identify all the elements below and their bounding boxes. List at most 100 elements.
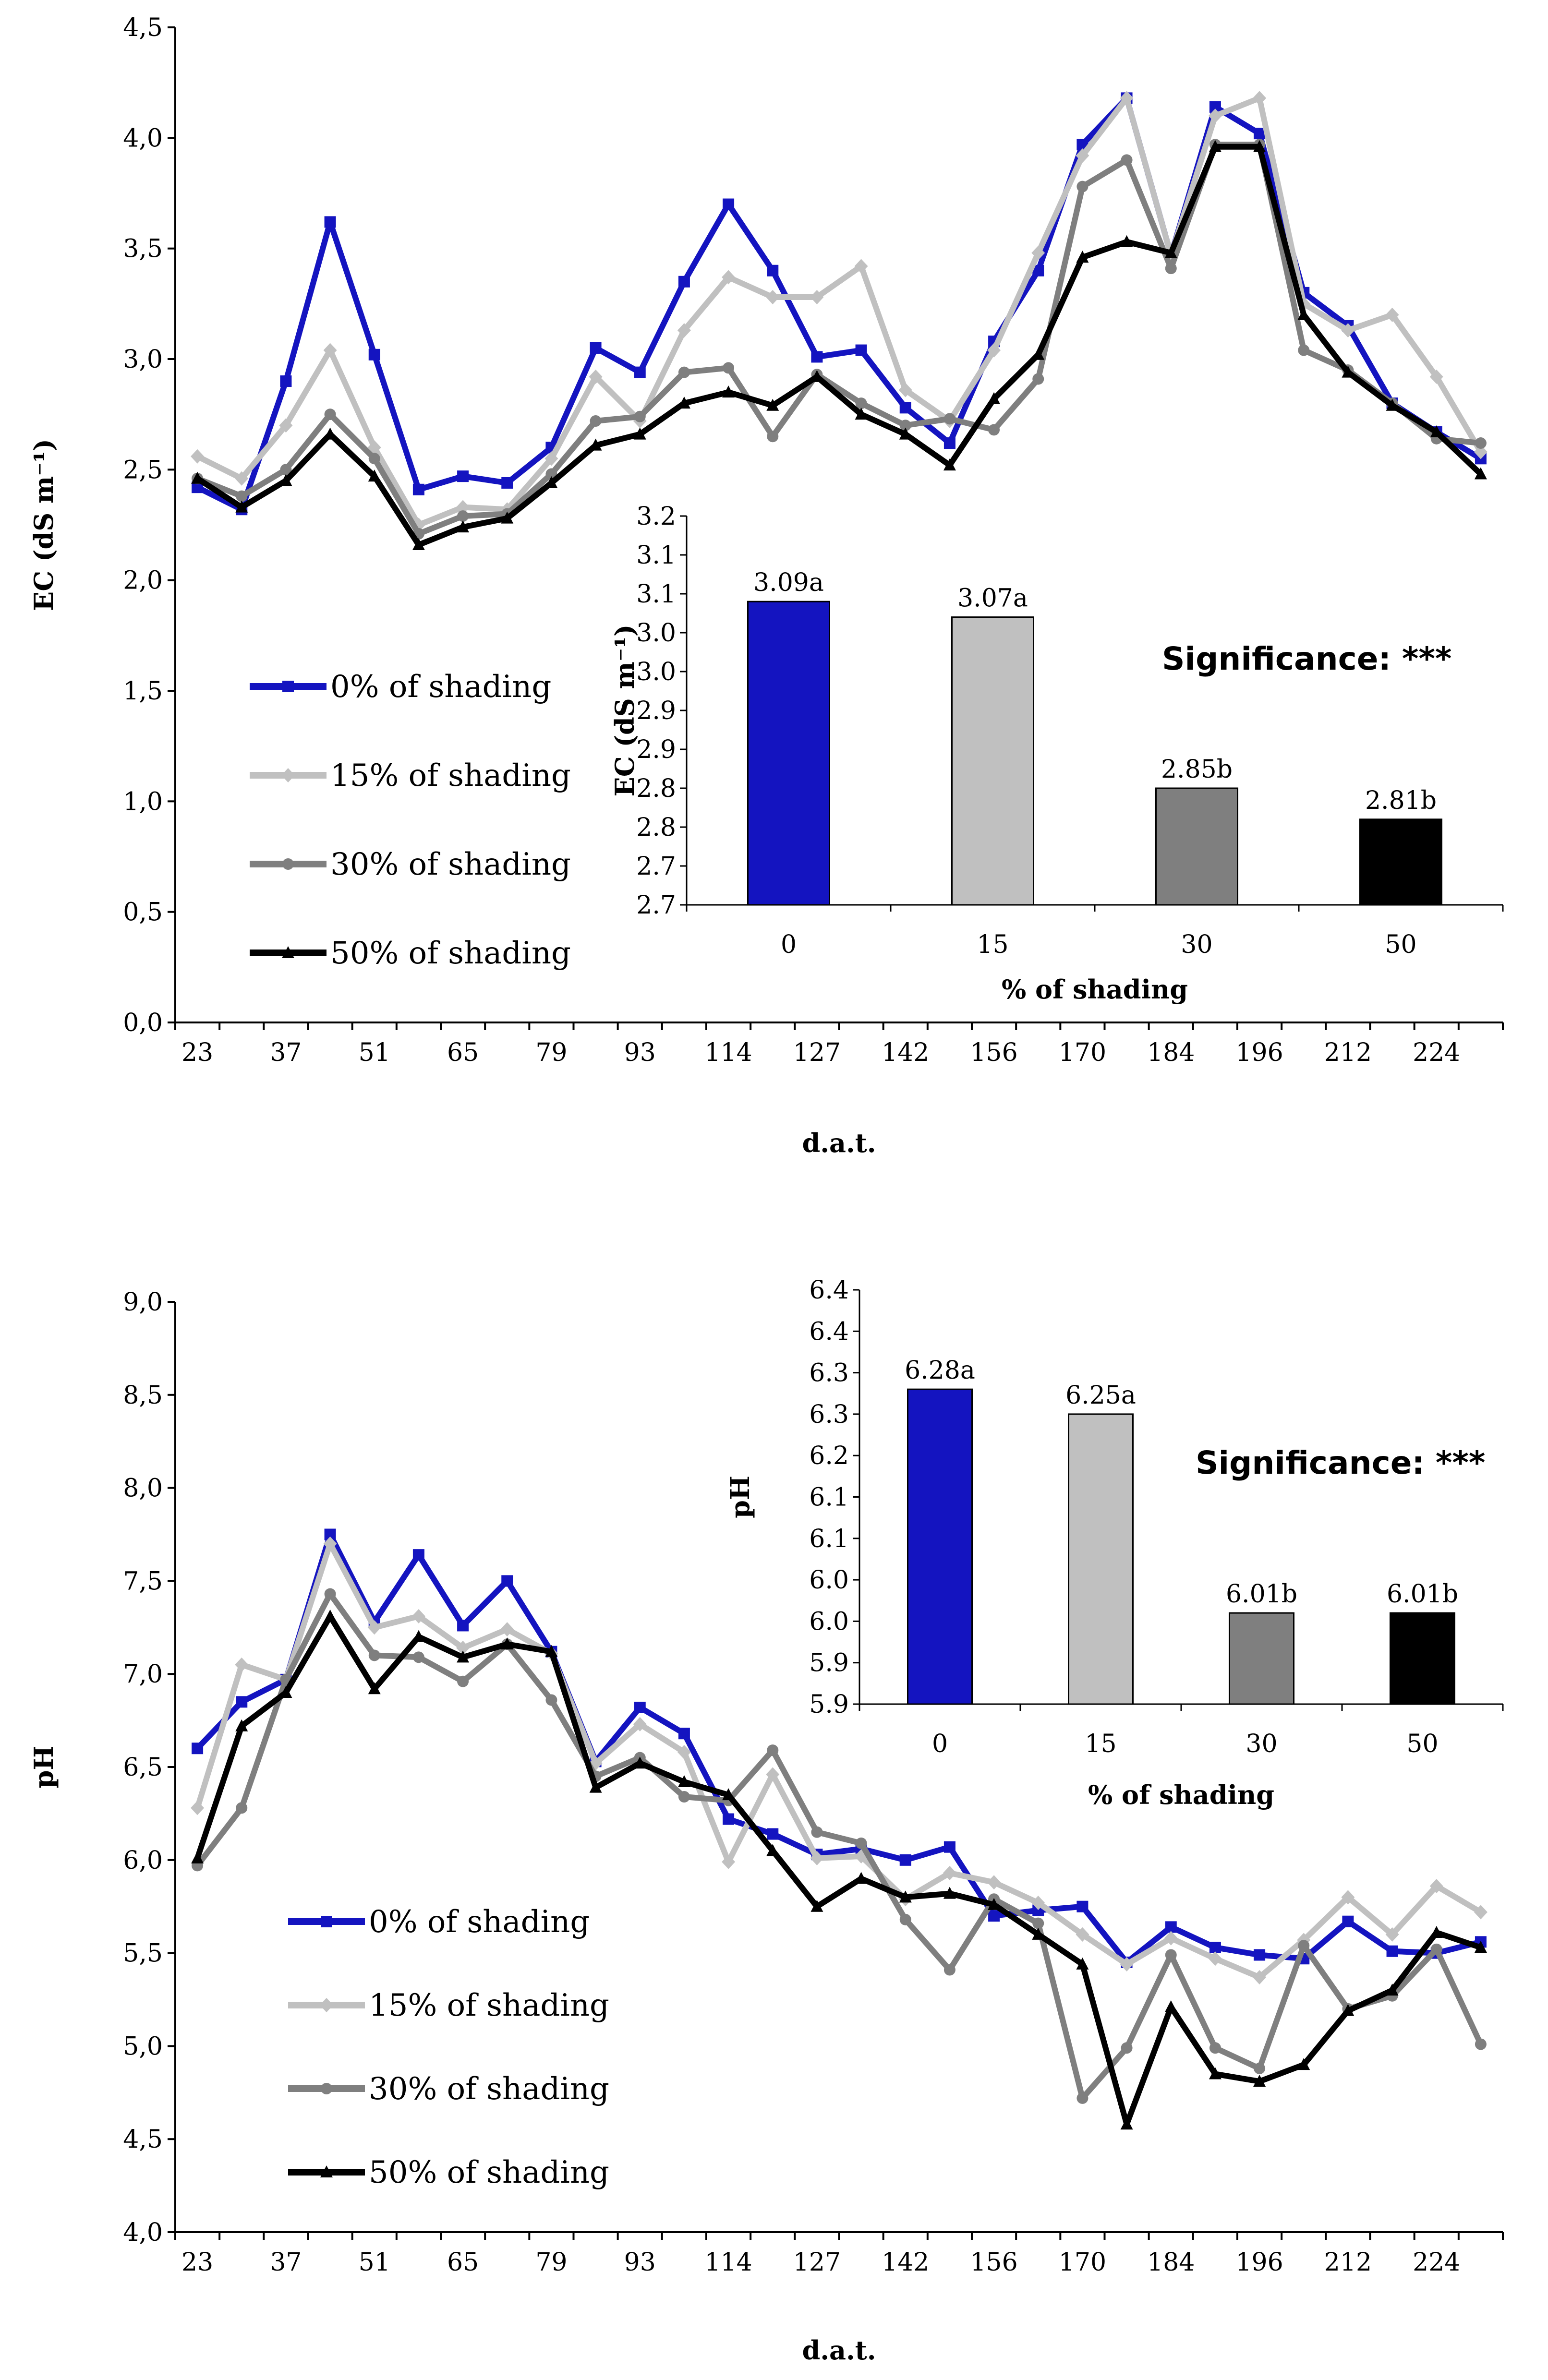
data-point [457,520,470,533]
data-point [191,471,204,484]
significance-annotation: Significance: *** [1196,1444,1485,1481]
y-tick-label: 2,5 [123,456,163,484]
data-point [501,477,513,489]
y-tick-label: 3.1 [636,541,676,570]
y-tick-label: 4,5 [123,2125,163,2154]
data-point [324,1588,336,1600]
y-tick-label: 6,0 [123,1846,163,1875]
data-point [678,276,690,288]
data-point [633,427,646,440]
data-point [766,398,779,411]
data-point [411,1609,425,1624]
y-tick-label: 5,5 [123,1939,163,1968]
data-point [323,1536,337,1551]
data-point [456,500,470,515]
data-point [412,1630,425,1642]
y-tick-label: 6.3 [809,1400,849,1429]
data-point [1475,437,1487,449]
legend-marker [282,681,294,692]
bar-value-label: 6.01b [1387,1580,1458,1609]
data-point [677,323,691,338]
x-tick-label: 30 [1246,1730,1277,1758]
data-point [1120,91,1134,106]
x-tick-label: 170 [1059,1038,1106,1067]
data-point [367,440,381,455]
data-point [412,1549,424,1561]
legend-marker [320,2165,333,2177]
bar [907,1388,973,1705]
x-tick-label: 170 [1059,2248,1106,2277]
series-line [195,1531,1482,1965]
data-point [1031,245,1045,260]
y-tick-label: 8,0 [123,1474,163,1503]
data-point [677,1744,691,1759]
y-tick-label: 2.7 [636,852,676,881]
data-point [1385,1927,1399,1942]
data-point [412,1651,424,1663]
legend-label: 50% of shading [369,2155,609,2190]
bar [1155,787,1238,906]
data-point [767,1744,779,1756]
data-point [456,1640,470,1655]
data-point [457,510,469,522]
data-point [811,1826,823,1838]
bar [1359,818,1442,906]
y-tick-label: 6,5 [123,1753,163,1782]
y-tick-label: 4,5 [123,13,163,42]
legend-label: 15% of shading [369,1988,609,2023]
y-tick-label: 5.9 [809,1649,849,1678]
x-tick-label: 51 [359,2248,390,2277]
data-point [722,385,735,398]
x-tick-label: 184 [1147,2248,1195,2277]
data-point [279,418,293,433]
data-point [1297,2058,1310,2070]
data-point [235,1657,249,1672]
x-tick-label: 65 [447,1038,479,1067]
bar-value-label: 3.07a [957,584,1028,613]
data-point [235,471,249,486]
data-point [767,264,779,276]
data-point [766,1844,779,1856]
y-tick-label: 8,5 [123,1381,163,1410]
data-point [500,1622,514,1637]
data-point [236,1802,248,1814]
data-point [723,362,735,374]
x-tick-label: 23 [181,1038,213,1067]
legend-marker [282,858,294,870]
data-point [1342,365,1354,378]
data-point [899,1890,912,1903]
data-point [810,370,823,382]
data-point [589,369,603,384]
data-point [191,1801,205,1815]
legend-label: 30% of shading [330,847,571,882]
data-point [1165,1949,1177,1961]
data-point [855,397,867,409]
data-point [899,1854,911,1866]
data-point [279,474,292,486]
bar [951,616,1034,906]
data-point [1341,323,1355,338]
x-tick-label: 93 [624,1038,656,1067]
data-point [457,470,469,482]
y-tick-label: 3.2 [636,502,676,531]
x-tick-label: 79 [535,1038,567,1067]
data-point [1032,373,1044,385]
y-tick-label: 5.9 [809,1690,849,1719]
data-point [1474,445,1488,459]
y-tick-label: 3.0 [636,619,676,648]
y-tick-label: 2.8 [636,774,676,803]
data-point [1165,1921,1177,1933]
data-point [412,538,425,550]
data-point [236,490,248,502]
x-tick-label: 224 [1413,1038,1460,1067]
data-point [1297,308,1310,320]
y-tick-label: 6.2 [809,1442,849,1470]
data-point [988,1898,1001,1910]
data-point [723,198,735,210]
data-point [324,216,336,228]
y-tick-label: 3,0 [123,345,163,374]
data-point [1342,1915,1354,1927]
data-point [633,1717,647,1731]
data-point [1430,1925,1443,1938]
data-point [590,415,602,427]
